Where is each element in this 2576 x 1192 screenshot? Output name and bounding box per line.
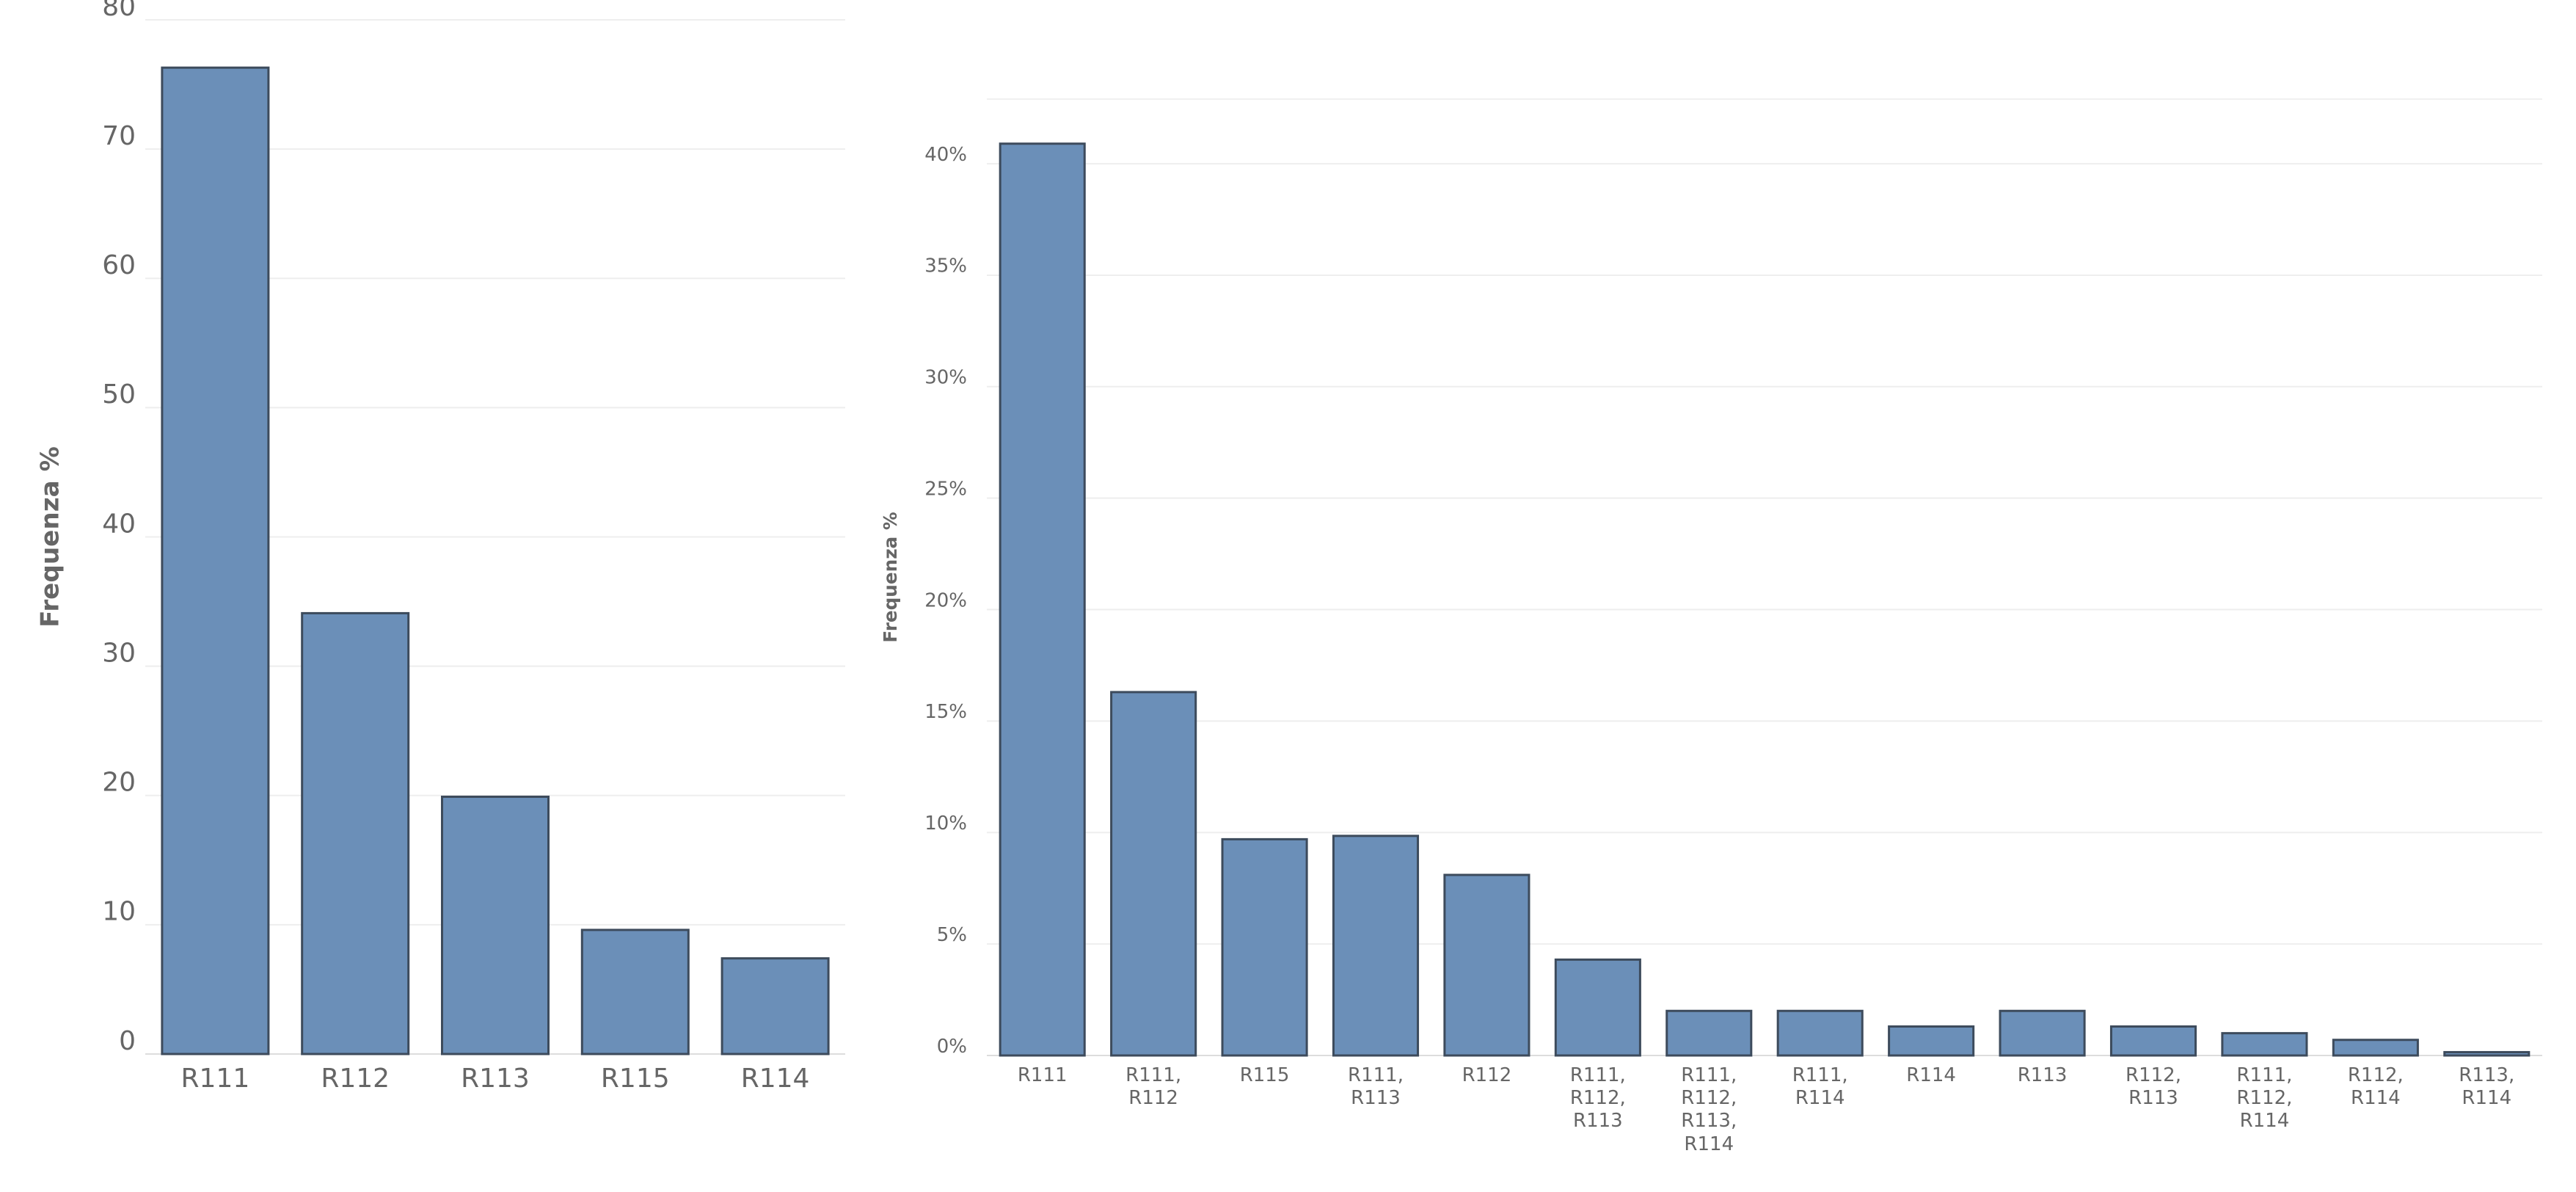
x-tick-label: R111, R112, R114 [2236, 1064, 2293, 1133]
y-tick-label: 0% [937, 1036, 967, 1058]
y-axis-title: Frequenza % [36, 446, 65, 628]
x-tick-label: R113 [461, 1064, 530, 1094]
x-tick-label: R115 [1239, 1064, 1290, 1086]
y-tick-label: 20% [924, 589, 967, 611]
y-tick-label: 60 [102, 250, 136, 280]
x-tick-label: R112 [321, 1064, 390, 1094]
y-tick-label: 5% [937, 924, 967, 946]
y-tick-label: 15% [924, 701, 967, 723]
x-tick-label: R113, R114 [2459, 1064, 2515, 1110]
x-tick-label: R114 [740, 1064, 810, 1094]
x-tick-label: R111 [180, 1064, 250, 1094]
x-tick-label: R113 [2017, 1064, 2068, 1086]
bar [2109, 1025, 2197, 1057]
bar [2332, 1039, 2419, 1057]
bar [1443, 873, 1530, 1057]
y-tick-label: 10% [924, 813, 967, 835]
y-tick-label: 0 [119, 1026, 136, 1056]
y-tick-label: 10 [102, 897, 136, 927]
y-tick-label: 50 [102, 379, 136, 410]
bar [1665, 1009, 1753, 1057]
x-tick-label: R111, R113 [1348, 1064, 1404, 1110]
y-tick-label: 40% [924, 144, 967, 166]
x-tick-label: R115 [600, 1064, 670, 1094]
x-tick-label: R112, R114 [2347, 1064, 2404, 1110]
bar [1888, 1025, 1975, 1057]
x-tick-label: R111, R114 [1792, 1064, 1848, 1110]
bar [1332, 835, 1420, 1057]
y-tick-label: 70 [102, 121, 136, 151]
y-tick-label: 80 [102, 0, 136, 22]
x-tick-label: R112, R113 [2126, 1064, 2181, 1110]
bar [720, 957, 830, 1055]
y-tick-label: 30 [102, 638, 136, 668]
bar [1221, 837, 1308, 1057]
bar [440, 796, 550, 1055]
bar [580, 928, 690, 1055]
y-tick-label: 40 [102, 509, 136, 539]
y-tick-label: 35% [924, 255, 967, 277]
bar [301, 611, 410, 1055]
bar [1776, 1009, 1864, 1057]
x-tick-label: R111, R112, R113 [1569, 1064, 1626, 1133]
y-tick-label: 25% [924, 478, 967, 500]
x-tick-label: R111 [1017, 1064, 1068, 1086]
y-tick-label: 20 [102, 768, 136, 798]
bar [2221, 1032, 2308, 1057]
y-tick-label: 30% [924, 367, 967, 389]
x-tick-label: R112 [1462, 1064, 1512, 1086]
bar [1110, 691, 1197, 1057]
bar [999, 142, 1086, 1057]
x-tick-label: R111, R112 [1125, 1064, 1182, 1110]
y-axis-title: Frequenza % [880, 512, 901, 642]
bar [1999, 1009, 2086, 1057]
x-tick-label: R111, R112, R113, R114 [1681, 1064, 1737, 1155]
bar [1554, 958, 1641, 1057]
bar [2443, 1050, 2531, 1057]
x-tick-label: R114 [1906, 1064, 1956, 1086]
bar [161, 66, 270, 1055]
